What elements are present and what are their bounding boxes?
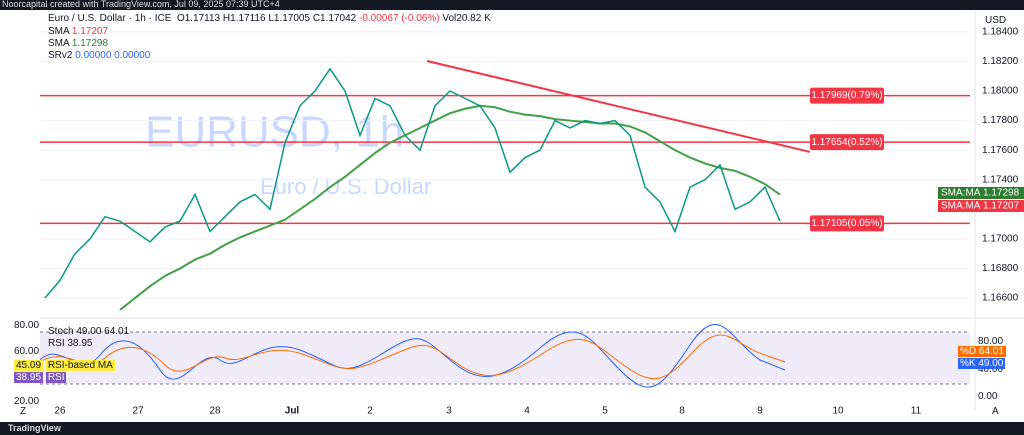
price-tick-label: 1.17800 xyxy=(982,115,1019,126)
legend-name: SMA xyxy=(48,38,70,49)
rsi-value: 38.95 xyxy=(14,372,44,383)
date-label: 27 xyxy=(132,406,144,417)
left-tick: 20.00 xyxy=(14,396,40,407)
legend-value: 1.17207 xyxy=(71,26,109,37)
rsi-ma-value: 45.09 xyxy=(14,360,44,371)
d-label: %D xyxy=(960,346,977,357)
stoch-legend: Stoch 49.00 64.01 xyxy=(48,326,130,337)
price-tag-name: SMA:MA xyxy=(941,201,981,212)
currency: USD xyxy=(985,15,1007,26)
trendline xyxy=(426,59,811,153)
high: H1.17116 xyxy=(222,13,266,24)
left-tick: 60.00 xyxy=(14,346,40,357)
level-label: 1.17969(0.79%) xyxy=(811,90,882,101)
date-label: 11 xyxy=(911,406,922,417)
price-tag-name: SMA:MA xyxy=(941,188,981,199)
rsi-legend: RSI 38.95 xyxy=(48,338,93,349)
date-label: 2 xyxy=(367,406,373,417)
left-tick: 80.00 xyxy=(14,320,40,331)
k-label: %K xyxy=(960,358,976,369)
legend-row: SMA 1.17298 xyxy=(48,38,150,50)
symbol: Euro / U.S. Dollar · 1h · ICE xyxy=(48,13,172,24)
level-tag xyxy=(810,215,884,232)
legend-row: SRv2 0.00000 0.00000 xyxy=(48,50,150,62)
price-tag xyxy=(938,187,1024,199)
date-label: 4 xyxy=(524,406,530,417)
price-tick-label: 1.17000 xyxy=(982,234,1019,245)
stoch-d xyxy=(39,334,786,380)
date-label: 8 xyxy=(679,406,685,417)
d-tag: %D 64.01 xyxy=(958,346,1006,357)
legend-name: SRv2 xyxy=(48,50,73,61)
level-tag xyxy=(810,87,884,104)
date-label: 5 xyxy=(602,406,608,417)
stoch-k xyxy=(39,323,786,388)
legend-value: 1.17298 xyxy=(71,38,109,49)
date-label: 10 xyxy=(832,406,844,417)
d-value: 64.01 xyxy=(978,346,1004,357)
date-label: 28 xyxy=(209,406,221,417)
rsi-tag: 38.95 RSI xyxy=(14,372,67,383)
k-tag: %K 49.00 xyxy=(958,358,1006,369)
price-tick-label: 1.18000 xyxy=(982,86,1019,97)
level-label: 1.17105(0.05%) xyxy=(811,218,882,229)
right-tick: 40.00 xyxy=(978,364,1004,375)
price-tick-label: 1.18400 xyxy=(982,26,1019,37)
price-tick-label: 1.17600 xyxy=(982,145,1019,156)
chart: EURUSD, 1h Euro / U.S. Dollar 1.18400 1.1… xyxy=(0,10,1024,422)
footer-bar xyxy=(0,422,1024,435)
legend-name: SMA xyxy=(48,26,70,37)
osc-legend: Stoch 49.00 64.01 RSI 38.95 xyxy=(48,326,129,350)
header: Euro / U.S. Dollar · 1h · ICE O1.17113 H… xyxy=(48,13,491,24)
legend: SMA 1.17207 SMA 1.17298 SRv2 0.00000 0.0… xyxy=(48,26,150,62)
volume: Vol20.82 K xyxy=(442,13,491,24)
low: L1.17005 xyxy=(268,13,311,24)
k-value: 49.00 xyxy=(978,358,1004,369)
top-bar xyxy=(0,0,1024,10)
price-tag-value: 1.17207 xyxy=(983,201,1020,212)
date-label: 9 xyxy=(757,406,763,417)
price-tick-label: 1.17400 xyxy=(982,174,1019,185)
open: O1.17113 xyxy=(176,13,221,24)
rsi-name: RSI xyxy=(45,372,67,383)
change: -0.00067 (-0.06%) xyxy=(358,13,440,24)
right-tick: 0.00 xyxy=(978,391,998,402)
top-bar-text: Noorcapital created with TradingView.com… xyxy=(2,0,280,9)
corner-left: Z xyxy=(20,406,27,417)
watermark-ticker: EURUSD, 1h xyxy=(145,108,404,157)
oscillator-band xyxy=(40,332,970,384)
date-label: Jul xyxy=(285,406,300,417)
price-tag-value: 1.17298 xyxy=(983,188,1020,199)
watermark-name: Euro / U.S. Dollar xyxy=(260,174,431,199)
corner-right: A xyxy=(992,406,999,417)
price-tick-label: 1.16600 xyxy=(982,293,1019,304)
level-label: 1.17654(0.52%) xyxy=(811,137,882,148)
close: C1.17042 xyxy=(312,13,357,24)
sma-line xyxy=(119,104,781,311)
rsi-ma-tag: 45.09 RSI-based MA xyxy=(14,360,115,371)
right-tick: 80.00 xyxy=(978,336,1004,347)
legend-value: 0.00000 0.00000 xyxy=(75,50,151,61)
price-tick-label: 1.18200 xyxy=(982,56,1019,67)
date-label: 3 xyxy=(446,406,452,417)
price-line xyxy=(44,67,781,299)
legend-row: SMA 1.17207 xyxy=(48,26,150,38)
footer: TradingView xyxy=(8,423,61,433)
date-label: 26 xyxy=(54,406,66,417)
price-tag xyxy=(938,200,1024,212)
level-tag xyxy=(810,134,884,151)
rsi-ma-name: RSI-based MA xyxy=(45,360,115,371)
price-tick-label: 1.16800 xyxy=(982,263,1019,274)
